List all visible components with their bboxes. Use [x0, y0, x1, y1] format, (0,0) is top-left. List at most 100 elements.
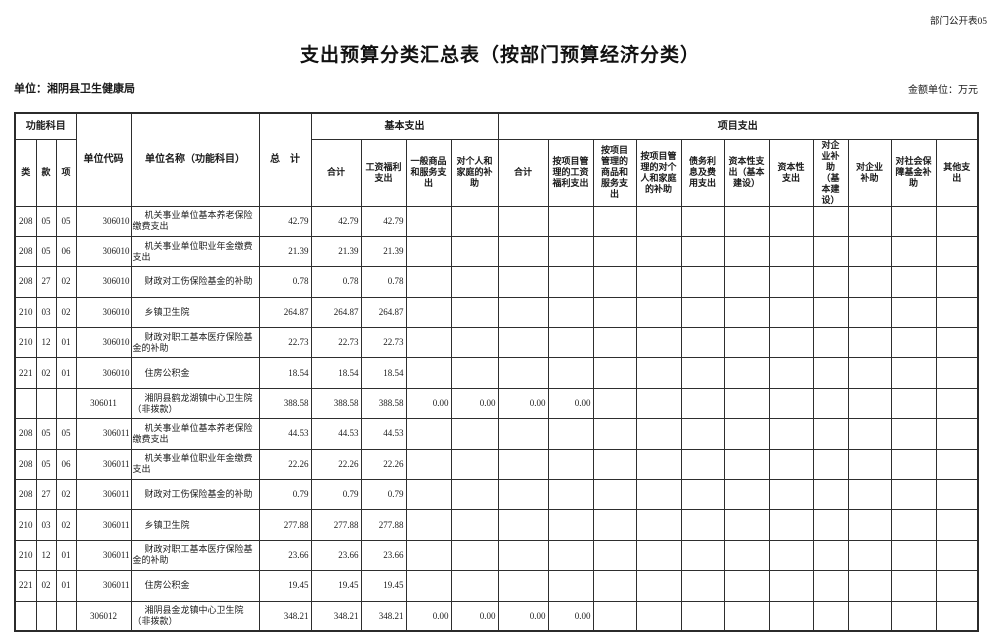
cell-value — [935, 418, 979, 450]
cell-value — [592, 539, 637, 572]
cell-value — [450, 479, 499, 511]
cell-unit-name: 乡镇卫生院 — [130, 296, 260, 329]
cell-value — [405, 479, 452, 511]
cell-unit-code: 306011 — [75, 479, 132, 511]
cell-value: 0.78 — [360, 266, 407, 298]
header-project-capital: 资本性支出 — [768, 138, 814, 207]
cell-value: 277.88 — [258, 509, 312, 541]
cell-value: 19.45 — [360, 570, 407, 602]
cell-value — [547, 479, 594, 511]
cell-unit-code: 306011 — [75, 539, 132, 572]
cell-item-code: 05 — [55, 205, 77, 237]
cell-value — [680, 600, 725, 632]
cell-value — [405, 539, 452, 572]
cell-value: 0.00 — [450, 387, 499, 420]
header-project-other: 其他支出 — [935, 138, 979, 207]
cell-value — [405, 509, 452, 541]
table-row: 208 05 06 306011 机关事业单位职业年金缴费支出 22.26 22.26 22.… — [14, 448, 979, 481]
cell-item-code — [55, 387, 77, 420]
cell-value: 0.00 — [497, 387, 549, 420]
cell-value — [680, 539, 725, 572]
cell-value: 23.66 — [258, 539, 312, 572]
cell-value — [680, 570, 725, 602]
cell-section-code: 05 — [35, 418, 57, 450]
cell-value — [680, 235, 725, 268]
header-col-section: 款 — [35, 138, 57, 207]
cell-value — [768, 509, 814, 541]
cell-unit-name: 财政对职工基本医疗保险基金的补助 — [130, 327, 260, 359]
table-row: 208 05 06 306010 机关事业单位职业年金缴费支出 21.39 21.39 21.… — [14, 235, 979, 268]
cell-unit-code: 306011 — [75, 448, 132, 481]
header-unit-code: 单位代码 — [75, 112, 132, 207]
cell-value — [635, 448, 682, 481]
header-basic-family: 对个人和家庭的补助 — [450, 138, 499, 207]
page-title: 支出预算分类汇总表（按部门预算经济分类） — [299, 45, 700, 66]
cell-value — [547, 205, 594, 237]
cell-value — [847, 600, 892, 632]
cell-value — [405, 357, 452, 389]
cell-value: 19.45 — [258, 570, 312, 602]
header-project-debt-interest: 债务利息及费用支出 — [680, 138, 725, 207]
cell-value — [723, 418, 770, 450]
cell-unit-name: 住房公积金 — [130, 570, 260, 602]
cell-value — [890, 509, 937, 541]
cell-value — [497, 205, 549, 237]
cell-value — [450, 296, 499, 329]
cell-value — [812, 600, 849, 632]
table-row: 208 05 05 306011 机关事业单位基本养老保险缴费支出 44.53 44.53 4… — [14, 418, 979, 450]
cell-value — [405, 205, 452, 237]
cell-value: 388.58 — [310, 387, 362, 420]
cell-item-code: 02 — [55, 479, 77, 511]
table-body: 208 05 05 306010 机关事业单位基本养老保险缴费支出 42.79 42.79 4… — [14, 205, 979, 632]
cell-value: 0.79 — [258, 479, 312, 511]
cell-value: 22.73 — [310, 327, 362, 359]
cell-value — [768, 600, 814, 632]
cell-value: 18.54 — [258, 357, 312, 389]
cell-value — [723, 539, 770, 572]
cell-category-code: 221 — [14, 357, 37, 389]
cell-value — [592, 266, 637, 298]
cell-value — [768, 448, 814, 481]
header-basic-subtotal: 合计 — [310, 138, 362, 207]
table-row: 208 27 02 306011 财政对工伤保险基金的补助 0.79 0.79 0.79 — [14, 479, 979, 511]
cell-value — [680, 266, 725, 298]
cell-value — [890, 327, 937, 359]
cell-value — [635, 509, 682, 541]
cell-value — [450, 266, 499, 298]
cell-value: 44.53 — [258, 418, 312, 450]
cell-value — [635, 479, 682, 511]
cell-value: 0.00 — [450, 600, 499, 632]
cell-value — [768, 327, 814, 359]
cell-value — [680, 418, 725, 450]
cell-category-code: 210 — [14, 296, 37, 329]
cell-value — [547, 235, 594, 268]
cell-value — [497, 357, 549, 389]
cell-value — [450, 327, 499, 359]
cell-value — [890, 235, 937, 268]
cell-value — [635, 205, 682, 237]
budget-table: 功能科目 单位代码 单位名称（功能科目） 总 计 基本支出 项目支出 类 款 项… — [14, 112, 979, 633]
cell-item-code: 02 — [55, 296, 77, 329]
cell-value — [723, 327, 770, 359]
cell-value — [768, 479, 814, 511]
cell-value: 277.88 — [360, 509, 407, 541]
cell-value — [680, 479, 725, 511]
cell-value: 264.87 — [310, 296, 362, 329]
cell-unit-code: 306010 — [75, 266, 132, 298]
cell-value — [812, 570, 849, 602]
cell-value: 264.87 — [258, 296, 312, 329]
cell-value: 348.21 — [258, 600, 312, 632]
cell-value: 0.00 — [497, 600, 549, 632]
cell-value: 0.79 — [360, 479, 407, 511]
cell-unit-code: 306010 — [75, 296, 132, 329]
cell-value — [935, 357, 979, 389]
cell-value — [890, 418, 937, 450]
cell-value — [592, 448, 637, 481]
cell-unit-code: 306010 — [75, 327, 132, 359]
cell-value: 0.00 — [547, 387, 594, 420]
cell-category-code: 210 — [14, 327, 37, 359]
cell-value — [635, 387, 682, 420]
cell-value — [723, 357, 770, 389]
cell-value — [768, 205, 814, 237]
table-row: 208 27 02 306010 财政对工伤保险基金的补助 0.78 0.78 0.78 — [14, 266, 979, 298]
